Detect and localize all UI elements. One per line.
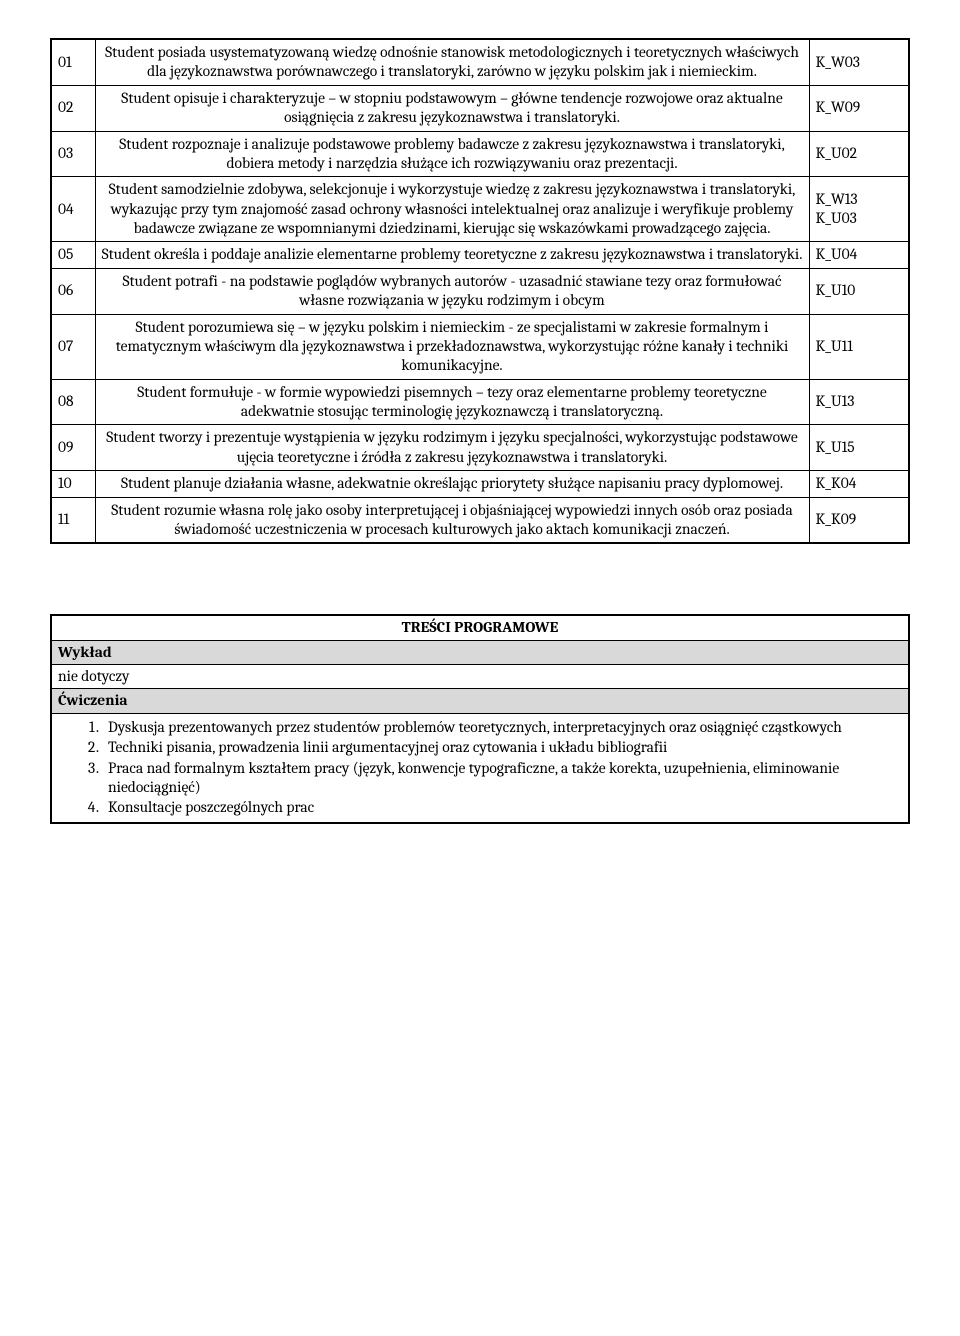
outcome-description: Student posiada usystematyzowaną wiedzę … bbox=[95, 39, 809, 85]
outcome-id: 05 bbox=[51, 242, 95, 268]
outcome-code: K_W09 bbox=[809, 85, 909, 131]
table-row: 03 Student rozpoznaje i analizuje podsta… bbox=[51, 131, 909, 177]
outcome-description: Student potrafi - na podstawie poglądów … bbox=[95, 268, 809, 314]
outcome-description: Student samodzielnie zdobywa, selekcjonu… bbox=[95, 177, 809, 242]
table-row: 05 Student określa i poddaje analizie el… bbox=[51, 242, 909, 268]
outcome-id: 07 bbox=[51, 314, 95, 379]
lecture-section-header: Wykład bbox=[51, 640, 909, 664]
list-item: Praca nad formalnym kształtem pracy (jęz… bbox=[102, 759, 902, 798]
outcome-code: K_U02 bbox=[809, 131, 909, 177]
outcome-description: Student rozumie własna rolę jako osoby i… bbox=[95, 497, 809, 543]
table-row: 08 Student formułuje - w formie wypowied… bbox=[51, 379, 909, 425]
outcome-id: 02 bbox=[51, 85, 95, 131]
outcome-code: K_U13 bbox=[809, 379, 909, 425]
outcome-description: Student rozpoznaje i analizuje podstawow… bbox=[95, 131, 809, 177]
table-row: 09 Student tworzy i prezentuje wystąpien… bbox=[51, 425, 909, 471]
list-item: Techniki pisania, prowadzenia linii argu… bbox=[102, 738, 902, 757]
outcome-id: 03 bbox=[51, 131, 95, 177]
learning-outcomes-body: 01 Student posiada usystematyzowaną wied… bbox=[51, 39, 909, 543]
outcome-id: 06 bbox=[51, 268, 95, 314]
outcome-description: Student porozumiewa się – w języku polsk… bbox=[95, 314, 809, 379]
outcome-id: 11 bbox=[51, 497, 95, 543]
outcome-code: K_W13K_U03 bbox=[809, 177, 909, 242]
table-row: 07 Student porozumiewa się – w języku po… bbox=[51, 314, 909, 379]
outcome-description: Student formułuje - w formie wypowiedzi … bbox=[95, 379, 809, 425]
list-item: Dyskusja prezentowanych przez studentów … bbox=[102, 718, 902, 737]
outcome-id: 10 bbox=[51, 471, 95, 497]
program-title: TREŚCI PROGRAMOWE bbox=[51, 615, 909, 640]
outcome-code: K_K04 bbox=[809, 471, 909, 497]
table-row: 02 Student opisuje i charakteryzuje – w … bbox=[51, 85, 909, 131]
lecture-content: nie dotyczy bbox=[51, 665, 909, 689]
outcome-code: K_K09 bbox=[809, 497, 909, 543]
outcome-code: K_U15 bbox=[809, 425, 909, 471]
list-item: Konsultacje poszczególnych prac bbox=[102, 798, 902, 817]
outcome-id: 04 bbox=[51, 177, 95, 242]
table-row: 11 Student rozumie własna rolę jako osob… bbox=[51, 497, 909, 543]
table-row: 10 Student planuje działania własne, ade… bbox=[51, 471, 909, 497]
learning-outcomes-table: 01 Student posiada usystematyzowaną wied… bbox=[50, 38, 910, 544]
outcome-description: Student tworzy i prezentuje wystąpienia … bbox=[95, 425, 809, 471]
outcome-id: 08 bbox=[51, 379, 95, 425]
outcome-description: Student opisuje i charakteryzuje – w sto… bbox=[95, 85, 809, 131]
table-row: 01 Student posiada usystematyzowaną wied… bbox=[51, 39, 909, 85]
outcome-description: Student określa i poddaje analizie eleme… bbox=[95, 242, 809, 268]
table-row: 06 Student potrafi - na podstawie pogląd… bbox=[51, 268, 909, 314]
exercises-list: Dyskusja prezentowanych przez studentów … bbox=[58, 718, 902, 818]
outcome-code: K_U04 bbox=[809, 242, 909, 268]
outcome-code: K_U11 bbox=[809, 314, 909, 379]
exercises-content: Dyskusja prezentowanych przez studentów … bbox=[51, 713, 909, 822]
outcome-id: 01 bbox=[51, 39, 95, 85]
outcome-code: K_W03 bbox=[809, 39, 909, 85]
program-content-table: TREŚCI PROGRAMOWE Wykład nie dotyczy Ćwi… bbox=[50, 614, 910, 823]
table-row: 04 Student samodzielnie zdobywa, selekcj… bbox=[51, 177, 909, 242]
exercises-section-header: Ćwiczenia bbox=[51, 689, 909, 713]
outcome-id: 09 bbox=[51, 425, 95, 471]
outcome-description: Student planuje działania własne, adekwa… bbox=[95, 471, 809, 497]
outcome-code: K_U10 bbox=[809, 268, 909, 314]
